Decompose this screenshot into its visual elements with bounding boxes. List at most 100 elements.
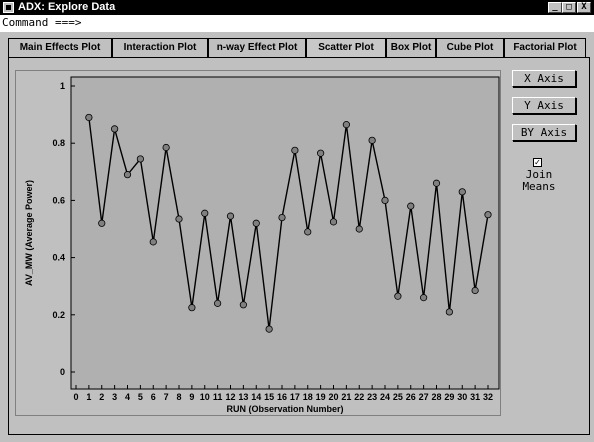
data-point[interactable] [381,196,389,204]
x-tick-label: 25 [393,392,403,402]
tab-main-effects-plot[interactable]: Main Effects Plot [8,38,112,57]
data-point[interactable] [162,143,170,152]
command-prompt: Command ===> [2,16,82,29]
x-tick-label: 26 [406,392,416,402]
join-means-label: Join Means [522,168,556,193]
x-tick-label: 7 [164,392,169,402]
tab-scatter-plot[interactable]: Scatter Plot [306,38,386,57]
data-point[interactable] [458,188,466,196]
x-tick-label: 24 [380,392,390,402]
data-point[interactable] [355,225,363,233]
x-tick-label: 30 [457,392,467,402]
x-tick-label: 1 [86,392,91,402]
data-point[interactable] [188,304,196,312]
x-tick-label: 16 [277,392,287,402]
x-tick-label: 19 [316,392,326,402]
data-point[interactable] [226,212,235,220]
command-line[interactable]: Command ===> [0,15,594,32]
data-point[interactable] [317,149,325,157]
axes: 00.20.40.60.810 1 2 3 4 5 6 7 8 9 10 11 12 13 14 15 16 17… [52,81,493,402]
data-point[interactable] [342,121,350,129]
tab-cube-plot[interactable]: Cube Plot [436,38,504,57]
scatter-chart: 00.20.40.60.810 1 2 3 4 5 6 7 8 9 10 11 12 13 14 15 16 17… [24,76,500,414]
minimize-button[interactable]: _ [548,2,562,13]
data-point[interactable] [304,228,312,236]
tab-n-way-effect-plot[interactable]: n-way Effect Plot [208,38,306,57]
data-point[interactable] [123,171,132,179]
x-axis-label: RUN (Observation Number) [226,404,343,414]
x-tick-label: 22 [354,392,364,402]
data-point[interactable] [201,209,209,217]
plot-area [70,76,500,390]
data-point[interactable] [85,113,93,122]
y-tick-label: 0.4 [52,253,65,263]
app-icon[interactable] [3,2,14,13]
x-tick-label: 20 [328,392,338,402]
y-tick-label: 0 [60,367,65,377]
y-tick-label: 0.8 [52,138,65,148]
x-tick-label: 0 [73,392,78,402]
x-tick-label: 6 [151,392,156,402]
maximize-button[interactable]: □ [562,2,576,13]
tab-factorial-plot[interactable]: Factorial Plot [504,38,586,57]
data-point[interactable] [291,146,299,154]
data-point[interactable] [239,301,247,309]
y-axis-label: AV_MW (Average Power) [24,180,34,286]
y-tick-label: 0.2 [52,310,65,320]
y-tick-label: 0.6 [52,195,65,205]
x-tick-label: 29 [444,392,454,402]
join-means-checkbox[interactable]: ✓ [533,158,542,167]
data-point[interactable] [420,294,428,302]
x-tick-label: 23 [367,392,377,402]
x-tick-label: 27 [419,392,429,402]
x-tick-label: 21 [341,392,351,402]
x-tick-label: 10 [200,392,210,402]
data-point[interactable] [252,219,260,227]
series-line [88,117,489,330]
data-point[interactable] [214,299,222,307]
x-tick-label: 4 [125,392,130,402]
data-point[interactable] [278,213,286,222]
data-point[interactable] [471,286,479,295]
data-point[interactable] [111,125,119,133]
x-tick-label: 2 [99,392,104,402]
tab-box-plot[interactable]: Box Plot [386,38,436,57]
by-axis-button[interactable]: BY Axis [512,124,576,141]
data-point[interactable] [432,179,441,187]
data-point[interactable] [265,325,273,333]
data-point[interactable] [149,238,157,246]
y-axis-button[interactable]: Y Axis [512,97,576,114]
x-tick-label: 31 [470,392,480,402]
y-tick-label: 1 [60,81,65,91]
data-point[interactable] [445,308,453,316]
plot-frame: 0 0.2 0.4 0.6 0.8 1 0 1 2 3 4 5 6 7 8 9 10 11 12 13 14 15 16 17… [15,70,501,416]
x-tick-label: 11 [213,392,223,402]
x-axis-button[interactable]: X Axis [512,70,576,87]
x-tick-label: 15 [264,392,274,402]
x-tick-label: 12 [225,392,235,402]
x-tick-label: 18 [303,392,313,402]
data-point[interactable] [98,219,106,227]
series-group [85,113,492,333]
x-tick-label: 14 [251,392,261,402]
x-tick-label: 13 [238,392,248,402]
data-point[interactable] [407,202,415,210]
tab-interaction-plot[interactable]: Interaction Plot [112,38,208,57]
data-point[interactable] [175,215,183,223]
x-tick-label: 5 [138,392,143,402]
data-point[interactable] [136,155,144,163]
x-tick-label: 17 [290,392,300,402]
data-point[interactable] [394,292,402,300]
x-tick-label: 32 [483,392,493,402]
data-point[interactable] [368,136,376,144]
window-title: ADX: Explore Data [18,1,116,13]
title-bar[interactable]: ADX: Explore Data _ □ X [0,0,594,15]
x-tick-label: 8 [176,392,181,402]
close-button[interactable]: X [577,2,591,13]
x-tick-label: 3 [112,392,117,402]
x-tick-label: 9 [189,392,194,402]
data-point[interactable] [484,211,492,219]
x-tick-label: 28 [431,392,441,402]
data-point[interactable] [329,218,338,226]
